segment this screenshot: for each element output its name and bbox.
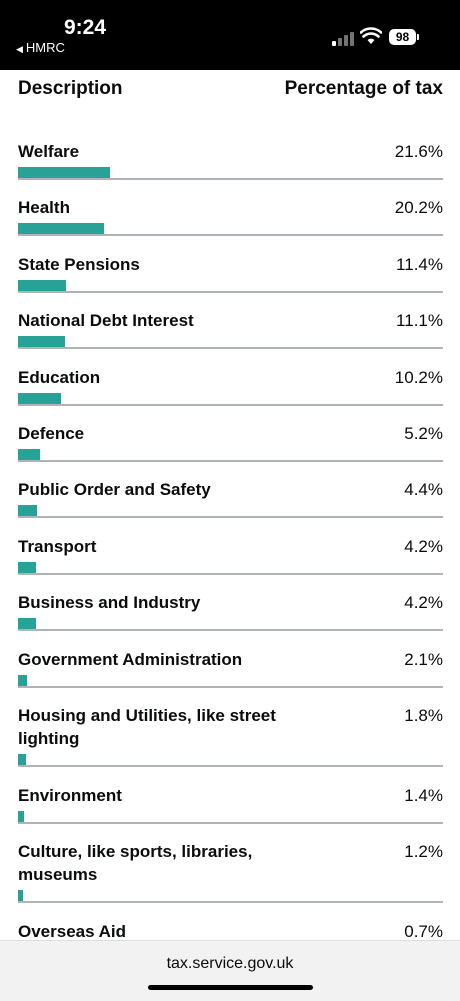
row-label: Public Order and Safety [18,480,211,500]
row-label: National Debt Interest [18,311,194,331]
battery-icon: 98 [389,29,416,45]
status-bar: 9:24 ◀ HMRC 98 [0,0,460,70]
row-label: Transport [18,536,97,556]
wifi-icon [360,27,382,44]
percentage-bar [18,754,26,766]
percentage-bar [18,279,66,292]
percentage-bar [18,618,36,631]
browser-url-bar[interactable]: tax.service.gov.uk [0,940,460,1001]
table-row: Welfare 21.6% [18,140,443,196]
table-row: Health 20.2% [18,196,443,252]
row-label: Welfare [18,142,80,161]
row-percentage: 4.2% [404,593,443,613]
row-percentage: 10.2% [394,367,443,387]
percentage-bar [18,811,24,823]
back-app-label: HMRC [25,40,65,55]
row-divider [18,516,443,519]
row-label: Environment [18,786,122,805]
row-percentage: 2.1% [404,649,443,669]
row-divider [18,178,443,180]
row-percentage: 5.2% [404,424,443,443]
row-percentage: 1.4% [404,786,443,805]
row-percentage: 11.1% [396,311,443,331]
table-row: National Debt Interest 11.1% [18,309,443,365]
table-row: Culture, like sports, libraries, museums… [18,840,443,920]
cellular-signal-icon [332,30,354,46]
row-percentage: 11.4% [396,254,443,274]
row-divider [18,901,443,904]
row-percentage: 20.2% [394,198,443,218]
row-label: Government Administration [18,649,243,669]
percentage-bar [18,505,37,518]
percentage-bar [18,223,104,236]
row-label: Defence [18,424,85,443]
row-label: State Pensions [18,254,140,274]
row-percentage: 1.8% [404,706,443,725]
row-divider [18,629,443,632]
table-row: Education 10.2% [18,366,443,422]
column-header-description: Description [18,78,123,99]
row-percentage: 4.2% [404,536,443,556]
table-row: State Pensions 11.4% [18,253,443,309]
back-arrow-icon: ◀ [16,44,23,54]
row-label: Housing and Utilities, like street light… [18,706,276,748]
percentage-bar [18,336,65,349]
row-divider [18,572,443,575]
row-label: Culture, like sports, libraries, museums [18,842,253,885]
row-divider [18,685,443,688]
percentage-bar [18,167,110,179]
column-header-percentage: Percentage of tax [284,78,443,99]
row-label: Health [18,198,70,218]
table-row: Transport 4.2% [18,535,443,591]
row-divider [18,347,443,350]
back-to-app-link[interactable]: ◀ HMRC [16,40,65,55]
percentage-bar [18,890,23,903]
table-row: Public Order and Safety 4.4% [18,478,443,534]
percentage-bar [18,674,27,687]
row-divider [18,234,443,237]
row-divider [18,403,443,406]
row-divider [18,290,443,293]
percentage-bar [18,561,36,574]
row-percentage: 1.2% [404,842,443,862]
row-label: Education [18,367,101,387]
percentage-bar [18,392,61,405]
table-row: Business and Industry 4.2% [18,591,443,647]
table-row: Housing and Utilities, like street light… [18,704,443,784]
url-text: tax.service.gov.uk [166,955,294,972]
row-percentage: 4.4% [404,480,443,500]
status-time: 9:24 [64,16,107,39]
home-indicator[interactable] [148,985,313,990]
table-row: Environment 1.4% [18,784,443,840]
row-label: Overseas Aid [18,922,127,942]
battery-nub [417,34,419,40]
row-divider [18,460,443,462]
row-percentage: 21.6% [394,142,443,161]
percentage-bar [18,449,40,461]
table-row: Defence 5.2% [18,422,443,478]
table-row: Government Administration 2.1% [18,648,443,704]
row-percentage: 0.7% [404,922,443,942]
row-label: Business and Industry [18,593,201,613]
row-divider [18,822,443,824]
row-divider [18,765,443,767]
